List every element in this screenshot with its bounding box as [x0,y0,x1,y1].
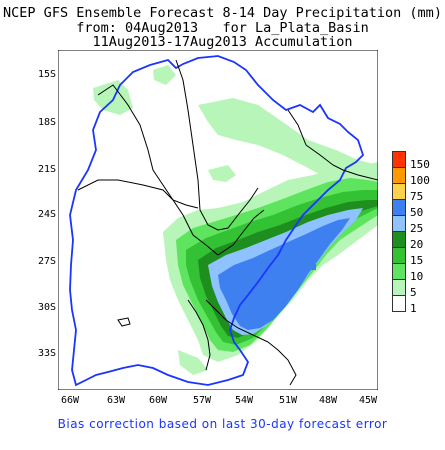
lon-tick: 57W [192,395,212,406]
legend-swatch-10 [392,263,406,280]
lat-tick: 21S [37,164,56,175]
legend-swatch-150 [392,151,406,168]
legend-swatch-5 [392,279,406,296]
bias-correction-note: Bias correction based on last 30-day for… [57,417,388,431]
legend-label: 20 [410,238,424,251]
lon-tick: 48W [318,395,338,406]
legend-label: 1 [410,302,417,315]
lon-tick: 45W [358,395,378,406]
lat-tick: 24S [37,209,56,220]
legend-label: 100 [410,174,430,187]
la-plata-basin-outline [69,55,365,387]
legend-swatch-20 [392,231,406,248]
legend-label: 5 [410,286,417,299]
lon-tick: 60W [148,395,168,406]
lat-tick: 30S [37,302,56,313]
legend-label: 50 [410,206,424,219]
map-title-line-2: from: 04Aug2013 for La_Plata_Basin [76,20,369,36]
country-borders [77,59,378,386]
legend-swatch-1 [392,295,406,312]
legend-swatch-50 [392,199,406,216]
lon-tick: 63W [106,395,126,406]
legend-swatch-25 [392,215,406,232]
lat-tick: 18S [37,117,56,128]
lat-tick: 27S [37,256,56,267]
precip-50mm-areas [218,218,350,330]
legend-label: 75 [410,190,424,203]
lon-tick: 54W [234,395,254,406]
lon-tick: 66W [60,395,80,406]
legend-label: 150 [410,158,430,171]
legend-label: 15 [410,254,424,267]
lat-tick: 15S [37,69,56,80]
legend-swatch-75 [392,183,406,200]
legend-label: 10 [410,270,424,283]
lat-tick: 33S [37,348,56,359]
lon-tick: 51W [278,395,298,406]
legend-swatch-100 [392,167,406,184]
map-title-line-3: 11Aug2013-17Aug2013 Accumulation [92,34,353,50]
legend-swatch-15 [392,247,406,264]
precipitation-map [58,50,378,390]
map-title-line-1: NCEP GFS Ensemble Forecast 8-14 Day Prec… [3,5,442,21]
legend-label: 25 [410,222,424,235]
